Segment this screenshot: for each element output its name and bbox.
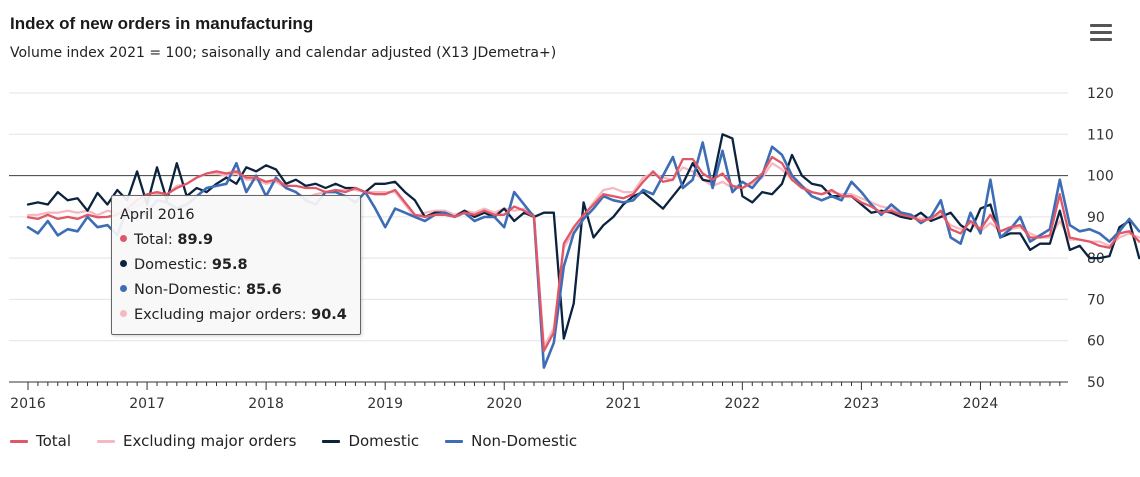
tooltip-label: Excluding major orders: <box>134 307 312 323</box>
series-line-excluding-major-orders <box>26 162 1140 349</box>
legend-swatch-non-domestic <box>445 439 464 443</box>
y-tick-label: 60 <box>1087 334 1105 350</box>
legend-swatch-domestic <box>322 439 341 443</box>
y-tick-label: 70 <box>1087 292 1105 308</box>
y-tick-label: 100 <box>1087 169 1114 185</box>
x-tick-label: 2018 <box>248 396 284 412</box>
legend-swatch-excluding <box>97 439 116 443</box>
legend-item-domestic[interactable]: Domestic <box>322 432 419 450</box>
tooltip-value: 85.6 <box>245 282 282 298</box>
tooltip-dot-excluding <box>120 309 127 317</box>
tooltip-dot-total <box>120 234 127 242</box>
legend-label: Domestic <box>348 432 420 450</box>
legend: Total Excluding major orders Domestic No… <box>10 432 603 450</box>
legend-item-total[interactable]: Total <box>10 432 71 450</box>
tooltip-label: Domestic: <box>134 257 212 273</box>
legend-label: Excluding major orders <box>123 432 297 450</box>
chart-subtitle: Volume index 2021 = 100; saisonally and … <box>10 45 557 61</box>
legend-label: Non-Domestic <box>471 432 578 450</box>
x-tick-label: 2016 <box>10 396 46 412</box>
tooltip-value: 89.9 <box>177 232 214 248</box>
x-tick-label: 2020 <box>486 396 522 412</box>
chart-title: Index of new orders in manufacturing <box>10 14 314 33</box>
series-line-total <box>26 155 1140 353</box>
tooltip-row-domestic: Domestic: 95.8 <box>120 257 248 273</box>
x-tick-label: 2024 <box>963 396 999 412</box>
tooltip-value: 95.8 <box>211 257 248 273</box>
y-tick-label: 110 <box>1087 127 1114 143</box>
x-tick-label: 2022 <box>725 396 761 412</box>
x-tick-label: 2023 <box>844 396 880 412</box>
y-tick-label: 120 <box>1087 86 1114 102</box>
tooltip-value: 90.4 <box>311 307 347 323</box>
series-lines <box>26 133 1140 369</box>
tooltip-dot-non-domestic <box>120 284 127 292</box>
tooltip: April 2016 Total: 89.9 Domestic: 95.8 No… <box>111 195 361 335</box>
legend-item-excluding-major-orders[interactable]: Excluding major orders <box>97 432 296 450</box>
legend-item-non-domestic[interactable]: Non-Domestic <box>445 432 577 450</box>
tooltip-label: Total: <box>134 232 178 248</box>
tooltip-row-excluding-major-orders: Excluding major orders: 90.4 <box>120 307 347 323</box>
x-axis: 2016 2017 2018 2019 2020 2021 2022 2023 2024 <box>9 381 1068 412</box>
tooltip-dot-domestic <box>120 259 127 267</box>
hamburger-menu-icon[interactable] <box>1090 24 1112 42</box>
y-tick-label: 50 <box>1087 375 1105 391</box>
x-tick-label: 2017 <box>129 396 165 412</box>
tooltip-header: April 2016 <box>120 207 195 223</box>
tooltip-row-total: Total: 89.9 <box>120 232 213 248</box>
y-tick-label: 90 <box>1087 210 1105 226</box>
legend-swatch-total <box>10 439 28 443</box>
legend-label: Total <box>36 432 72 450</box>
x-tick-label: 2019 <box>367 396 403 412</box>
tooltip-label: Non-Domestic: <box>134 282 246 298</box>
tooltip-row-non-domestic: Non-Domestic: 85.6 <box>120 282 282 298</box>
series-line-non-domestic <box>26 141 1140 369</box>
x-tick-label: 2021 <box>605 396 641 412</box>
